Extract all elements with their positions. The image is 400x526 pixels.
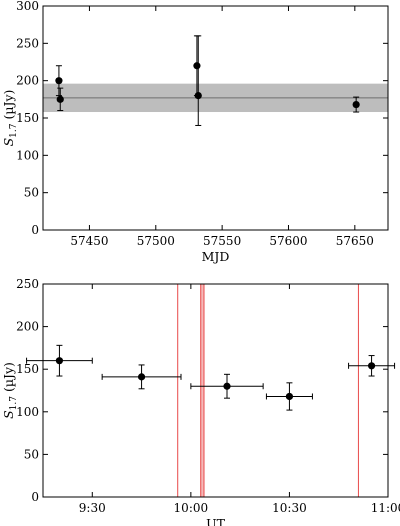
y-tick-label: 50: [24, 447, 39, 461]
point-marker: [285, 392, 294, 401]
x-tick-label: 57450: [70, 234, 108, 248]
data-point: [26, 344, 93, 377]
point-marker: [352, 100, 360, 109]
data-point: [55, 65, 63, 97]
y-label-subscript: 1.7: [9, 123, 19, 138]
y-axis-label: S1.7 (µJy): [1, 362, 19, 419]
data-point: [190, 373, 264, 399]
y-tick-label: 250: [16, 36, 39, 50]
y-tick-label: 200: [16, 74, 39, 88]
point-marker: [223, 382, 231, 390]
x-tick-label: 57550: [203, 234, 241, 248]
point-marker: [367, 362, 376, 370]
data-point: [56, 87, 64, 112]
point-marker: [56, 95, 64, 103]
y-label-symbol: S: [1, 138, 16, 147]
y-tick-label: 50: [24, 186, 39, 200]
y-label-unit: (µJy): [1, 90, 16, 124]
y-label-subscript: 1.7: [9, 396, 19, 411]
point-marker: [55, 357, 64, 365]
x-tick-label: 10:30: [272, 501, 307, 515]
point-marker: [137, 373, 146, 381]
y-tick-label: 0: [31, 223, 39, 237]
y-tick-label: 150: [16, 362, 39, 376]
plot-frame: [42, 283, 389, 498]
data-point: [194, 35, 202, 126]
data-point: [348, 355, 396, 377]
y-tick-label: 0: [31, 490, 39, 504]
x-tick-label: 10:00: [174, 501, 209, 515]
data-point: [265, 382, 313, 411]
x-axis-label: UT: [206, 516, 226, 526]
y-label-symbol: S: [1, 410, 16, 419]
y-tick-label: 150: [16, 111, 39, 125]
plot-frame: [42, 5, 389, 231]
x-tick-label: 57600: [269, 234, 307, 248]
data-point: [352, 96, 360, 113]
y-tick-label: 100: [16, 405, 39, 419]
y-axis-label: S1.7 (µJy): [1, 90, 19, 147]
y-tick-label: 300: [16, 0, 39, 13]
x-tick-label: 11:00: [371, 501, 400, 515]
point-marker: [194, 92, 202, 100]
point-marker: [193, 62, 201, 70]
panel-2: 9:30 10:00 10:30 11:00 0 50 100 150 200 250 UT S1.7…: [1, 277, 400, 526]
x-tick-label: 9:30: [79, 501, 106, 515]
x-axis-label: MJD: [202, 249, 230, 264]
y-tick-label: 100: [16, 148, 39, 162]
data-point: [101, 364, 182, 390]
x-tick-label: 57650: [336, 234, 374, 248]
shaded-interval: [200, 284, 204, 497]
x-tick-label: 57500: [137, 234, 175, 248]
y-tick-label: 200: [16, 320, 39, 334]
y-label-unit: (µJy): [1, 362, 16, 396]
panel-1: 57450 57500 57550 57600 57650 0 50 100 150 200 250…: [1, 0, 389, 264]
point-marker: [55, 77, 63, 85]
y-tick-label: 250: [16, 277, 39, 291]
